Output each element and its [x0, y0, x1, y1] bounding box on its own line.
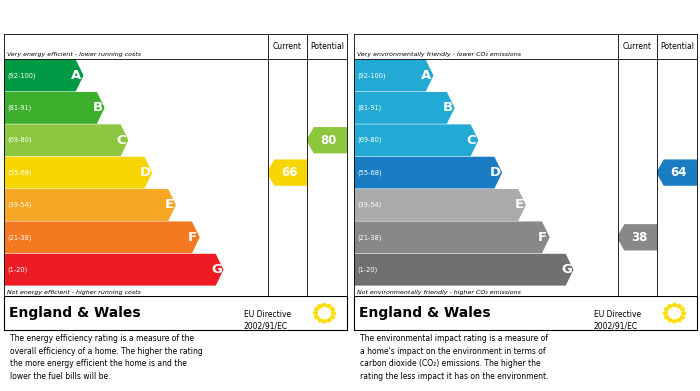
Text: (81-91): (81-91)	[8, 105, 32, 111]
Text: F: F	[188, 231, 197, 244]
Polygon shape	[677, 318, 681, 322]
Polygon shape	[664, 315, 669, 319]
Text: B: B	[92, 101, 103, 115]
Polygon shape	[354, 125, 477, 156]
Text: (69-80): (69-80)	[8, 137, 32, 143]
Text: E: E	[164, 199, 174, 212]
Polygon shape	[680, 307, 685, 311]
Text: A: A	[71, 69, 81, 82]
Polygon shape	[4, 125, 127, 156]
Polygon shape	[4, 190, 175, 220]
Polygon shape	[664, 307, 669, 311]
Polygon shape	[318, 304, 322, 308]
Text: Energy Efficiency Rating: Energy Efficiency Rating	[8, 14, 171, 27]
Text: E: E	[514, 199, 524, 212]
Text: (21-38): (21-38)	[358, 234, 382, 240]
Text: Potential: Potential	[660, 42, 694, 51]
Text: A: A	[421, 69, 431, 82]
Polygon shape	[330, 315, 335, 319]
Text: Potential: Potential	[310, 42, 344, 51]
Text: Very energy efficient - lower running costs: Very energy efficient - lower running co…	[7, 52, 141, 57]
Polygon shape	[354, 190, 525, 220]
Polygon shape	[617, 225, 657, 250]
Polygon shape	[327, 304, 331, 308]
Polygon shape	[318, 318, 322, 322]
Text: England & Wales: England & Wales	[358, 306, 490, 320]
Text: Environmental Impact (CO₂) Rating: Environmental Impact (CO₂) Rating	[358, 14, 591, 27]
Text: C: C	[116, 134, 126, 147]
Text: C: C	[466, 134, 476, 147]
Text: EU Directive
2002/91/EC: EU Directive 2002/91/EC	[594, 310, 641, 330]
Text: Current: Current	[273, 42, 302, 51]
Polygon shape	[322, 303, 327, 307]
Text: (92-100): (92-100)	[8, 72, 36, 79]
Polygon shape	[4, 255, 223, 285]
Text: 80: 80	[321, 134, 337, 147]
Polygon shape	[668, 304, 672, 308]
Text: F: F	[538, 231, 547, 244]
Polygon shape	[267, 160, 307, 185]
Text: (1-20): (1-20)	[8, 266, 28, 273]
Text: Very environmentally friendly - lower CO₂ emissions: Very environmentally friendly - lower CO…	[357, 52, 521, 57]
Text: B: B	[442, 101, 453, 115]
Polygon shape	[4, 60, 83, 91]
Text: EU Directive
2002/91/EC: EU Directive 2002/91/EC	[244, 310, 290, 330]
Text: 66: 66	[281, 166, 298, 179]
Text: D: D	[489, 166, 500, 179]
Polygon shape	[313, 311, 318, 315]
Polygon shape	[4, 93, 104, 123]
Polygon shape	[680, 315, 685, 319]
Polygon shape	[327, 318, 331, 322]
Text: (1-20): (1-20)	[358, 266, 378, 273]
Text: (92-100): (92-100)	[358, 72, 386, 79]
Polygon shape	[314, 307, 319, 311]
Polygon shape	[657, 160, 696, 185]
Polygon shape	[677, 304, 681, 308]
Text: The energy efficiency rating is a measure of the
overall efficiency of a home. T: The energy efficiency rating is a measur…	[10, 334, 203, 381]
Text: D: D	[139, 166, 150, 179]
Polygon shape	[322, 319, 327, 323]
Polygon shape	[672, 319, 677, 323]
Polygon shape	[354, 93, 454, 123]
Polygon shape	[307, 128, 346, 153]
Text: G: G	[211, 263, 222, 276]
Polygon shape	[354, 222, 549, 253]
Text: 64: 64	[671, 166, 687, 179]
Text: Current: Current	[623, 42, 652, 51]
Polygon shape	[330, 307, 335, 311]
Text: (39-54): (39-54)	[358, 202, 382, 208]
Polygon shape	[668, 318, 672, 322]
Polygon shape	[354, 255, 573, 285]
Text: (21-38): (21-38)	[8, 234, 32, 240]
Polygon shape	[4, 222, 199, 253]
Polygon shape	[354, 60, 433, 91]
Text: Not energy efficient - higher running costs: Not energy efficient - higher running co…	[7, 290, 141, 295]
Polygon shape	[314, 315, 319, 319]
Polygon shape	[672, 303, 677, 307]
Polygon shape	[331, 311, 336, 315]
Text: 38: 38	[631, 231, 648, 244]
Polygon shape	[681, 311, 686, 315]
Text: (55-68): (55-68)	[358, 169, 382, 176]
Polygon shape	[354, 158, 501, 188]
Text: England & Wales: England & Wales	[8, 306, 140, 320]
Text: G: G	[561, 263, 572, 276]
Polygon shape	[4, 158, 151, 188]
Text: (39-54): (39-54)	[8, 202, 32, 208]
Text: Not environmentally friendly - higher CO₂ emissions: Not environmentally friendly - higher CO…	[357, 290, 521, 295]
Text: (81-91): (81-91)	[358, 105, 382, 111]
Text: (69-80): (69-80)	[358, 137, 382, 143]
Polygon shape	[663, 311, 668, 315]
Text: The environmental impact rating is a measure of
a home's impact on the environme: The environmental impact rating is a mea…	[360, 334, 549, 381]
Text: (55-68): (55-68)	[8, 169, 32, 176]
